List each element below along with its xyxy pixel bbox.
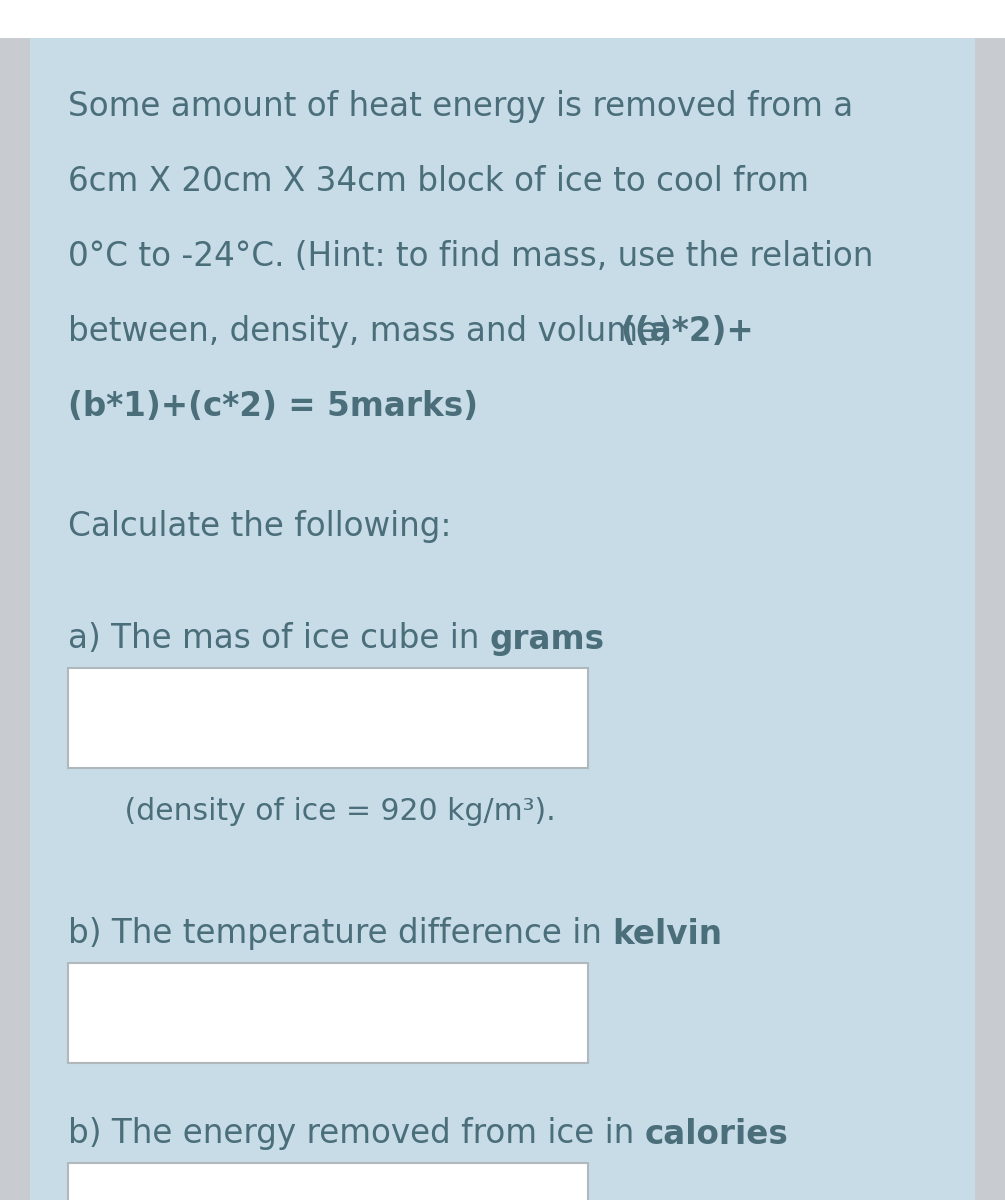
Text: kelvin: kelvin bbox=[612, 918, 723, 950]
FancyBboxPatch shape bbox=[30, 38, 975, 1200]
Text: grams: grams bbox=[489, 623, 605, 655]
Text: Some amount of heat energy is removed from a: Some amount of heat energy is removed fr… bbox=[68, 90, 853, 122]
Text: b) The temperature difference in: b) The temperature difference in bbox=[68, 918, 612, 950]
Text: (b*1)+(c*2) = 5marks): (b*1)+(c*2) = 5marks) bbox=[68, 390, 478, 422]
Text: (density of ice = 920 kg/m³).: (density of ice = 920 kg/m³). bbox=[96, 798, 556, 827]
FancyBboxPatch shape bbox=[68, 1163, 588, 1200]
Text: 0°C to -24°C. (Hint: to find mass, use the relation: 0°C to -24°C. (Hint: to find mass, use t… bbox=[68, 240, 873, 272]
Text: 6cm X 20cm X 34cm block of ice to cool from: 6cm X 20cm X 34cm block of ice to cool f… bbox=[68, 164, 809, 198]
Text: calories: calories bbox=[644, 1117, 788, 1151]
Text: b) The energy removed from ice in: b) The energy removed from ice in bbox=[68, 1117, 644, 1151]
Text: between, density, mass and volume): between, density, mass and volume) bbox=[68, 314, 670, 348]
FancyBboxPatch shape bbox=[0, 0, 1005, 38]
FancyBboxPatch shape bbox=[975, 38, 1005, 1200]
Text: a) The mas of ice cube in: a) The mas of ice cube in bbox=[68, 623, 489, 655]
Text: ((a*2)+: ((a*2)+ bbox=[620, 314, 754, 348]
FancyBboxPatch shape bbox=[68, 667, 588, 768]
FancyBboxPatch shape bbox=[0, 38, 30, 1200]
FancyBboxPatch shape bbox=[68, 962, 588, 1062]
Text: Calculate the following:: Calculate the following: bbox=[68, 510, 451, 542]
